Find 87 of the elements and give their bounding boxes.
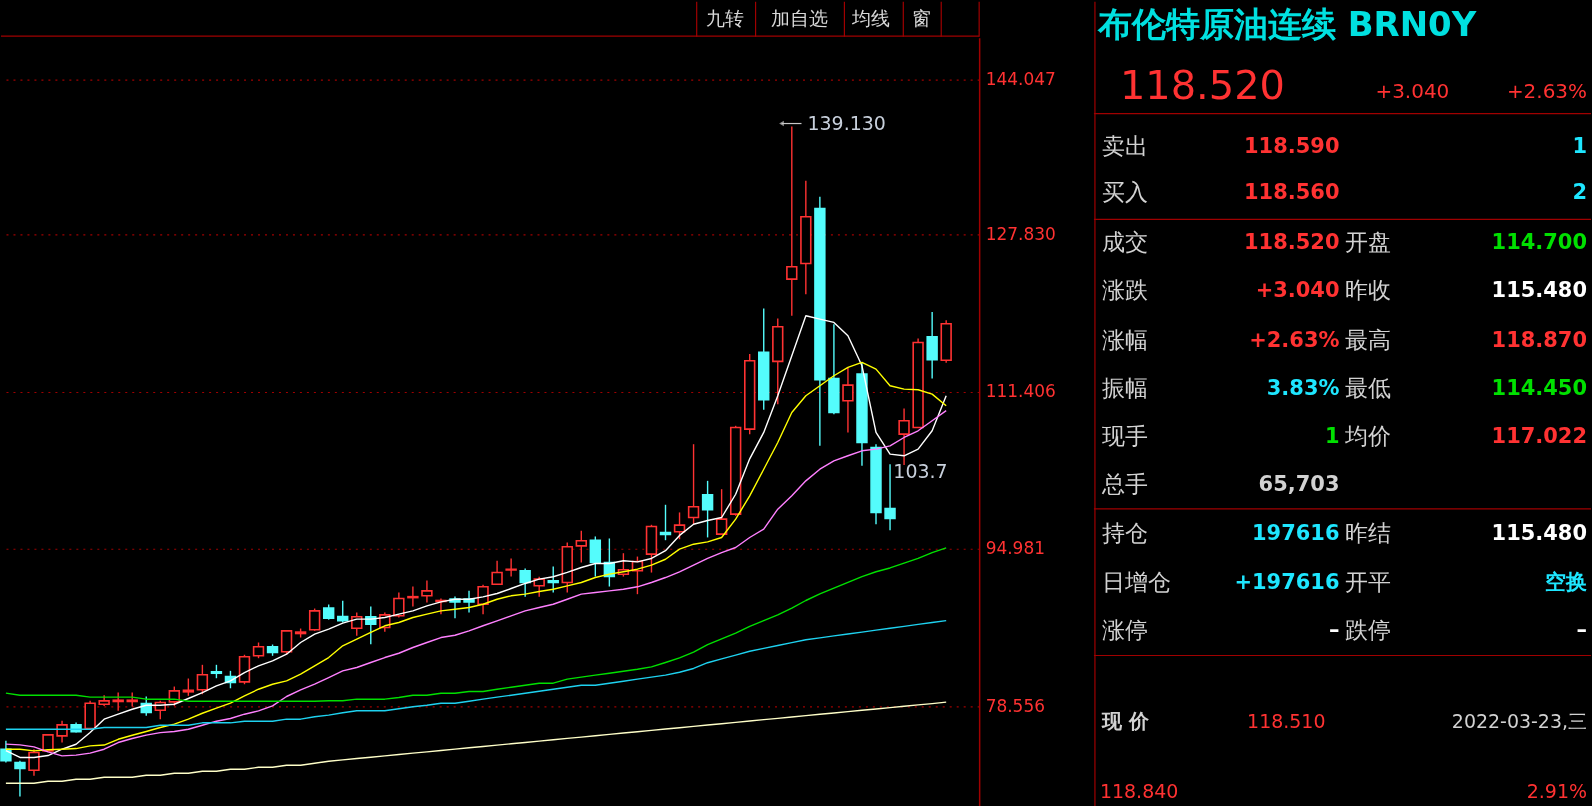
text: 现 价 — [1100, 709, 1150, 734]
text: 日增仓 — [1101, 568, 1171, 595]
candlestick — [786, 125, 798, 317]
candlestick — [337, 600, 349, 624]
text: 振幅 — [1101, 375, 1148, 402]
text: 成交 — [1101, 229, 1148, 256]
text: 114.450 — [1491, 376, 1588, 401]
text: 118.510 — [1247, 710, 1326, 733]
text: 115.480 — [1491, 278, 1588, 303]
text: 买入 — [1101, 179, 1148, 206]
text: 均线 — [851, 7, 891, 30]
text: 开盘 — [1345, 229, 1392, 256]
text: 2 — [1572, 180, 1588, 205]
candlestick — [14, 760, 26, 798]
text: +3.040 — [1255, 278, 1340, 303]
candlestick — [898, 407, 910, 466]
text: 197616 — [1251, 520, 1340, 545]
text: 开平 — [1345, 568, 1392, 595]
text: 加自选 — [770, 7, 828, 30]
text: 118.870 — [1491, 328, 1588, 353]
candlestick — [884, 463, 896, 531]
candlestick — [547, 565, 559, 594]
text: 114.700 — [1491, 230, 1588, 255]
text: 昨结 — [1345, 519, 1392, 546]
text: 115.480 — [1491, 520, 1588, 545]
text: 卖出 — [1101, 133, 1148, 160]
candlestick — [575, 530, 588, 564]
text: 2.91% — [1526, 780, 1588, 803]
candlestick — [533, 576, 545, 598]
text: 117.022 — [1491, 423, 1588, 448]
candlestick — [505, 557, 517, 578]
annotation: 139.130 — [807, 111, 886, 134]
text: 涨跌 — [1101, 277, 1148, 304]
candlestick — [0, 740, 12, 764]
candlestick — [519, 567, 531, 598]
text: – — [1328, 617, 1340, 642]
candlestick — [196, 664, 209, 695]
y-tick-label: 144.047 — [985, 68, 1056, 89]
text: +2.63% — [1506, 78, 1588, 103]
text: – — [1576, 617, 1588, 642]
candlestick — [56, 720, 68, 744]
text: +2.63% — [1249, 328, 1340, 353]
text: 1 — [1572, 134, 1588, 159]
text: 3.83% — [1266, 376, 1340, 401]
y-tick-label: 127.830 — [985, 224, 1056, 245]
y-tick-label: 94.981 — [985, 538, 1045, 559]
y-tick-label: 111.406 — [985, 381, 1056, 402]
text: 持仓 — [1101, 519, 1148, 546]
text: +3.040 — [1375, 78, 1450, 103]
candlestick — [28, 748, 40, 777]
text: 现手 — [1101, 422, 1148, 449]
text: 118.560 — [1244, 180, 1340, 205]
candlestick — [421, 579, 433, 604]
text: 65,703 — [1258, 471, 1340, 496]
text: 118.520 — [1119, 61, 1285, 108]
text: 窗 — [911, 7, 931, 30]
candlestick — [589, 535, 602, 578]
text: 涨停 — [1101, 616, 1148, 643]
text: 最高 — [1345, 327, 1392, 354]
text: 昨收 — [1345, 277, 1392, 304]
text: 空换 — [1545, 569, 1588, 594]
text: 2022-03-23,三 — [1451, 710, 1588, 733]
text: 跌停 — [1345, 616, 1392, 643]
annotation: 103.7 — [893, 459, 948, 482]
candlestick — [715, 488, 728, 535]
text: 涨幅 — [1101, 327, 1148, 354]
text: 均价 — [1344, 422, 1392, 449]
candlestick — [701, 480, 714, 539]
candlestick — [308, 607, 321, 632]
candlestick — [393, 591, 405, 619]
text: 总手 — [1100, 470, 1148, 497]
line-series — [5, 701, 947, 784]
candlestick — [842, 366, 854, 434]
candlestick — [112, 691, 124, 712]
text: +197616 — [1234, 569, 1340, 594]
candlestick — [926, 311, 938, 380]
candlestick — [687, 443, 700, 525]
text: 118.520 — [1244, 230, 1340, 255]
candlestick — [673, 511, 686, 540]
text: 九转 — [705, 7, 744, 30]
text: 1 — [1324, 423, 1340, 448]
text: 118.840 — [1099, 780, 1179, 803]
text: 最低 — [1345, 375, 1392, 402]
text: 布伦特原油连续 BRN0Y — [1096, 4, 1477, 44]
candlestick — [491, 560, 503, 586]
text: 118.590 — [1244, 134, 1340, 159]
y-tick-label: 78.556 — [985, 695, 1045, 716]
